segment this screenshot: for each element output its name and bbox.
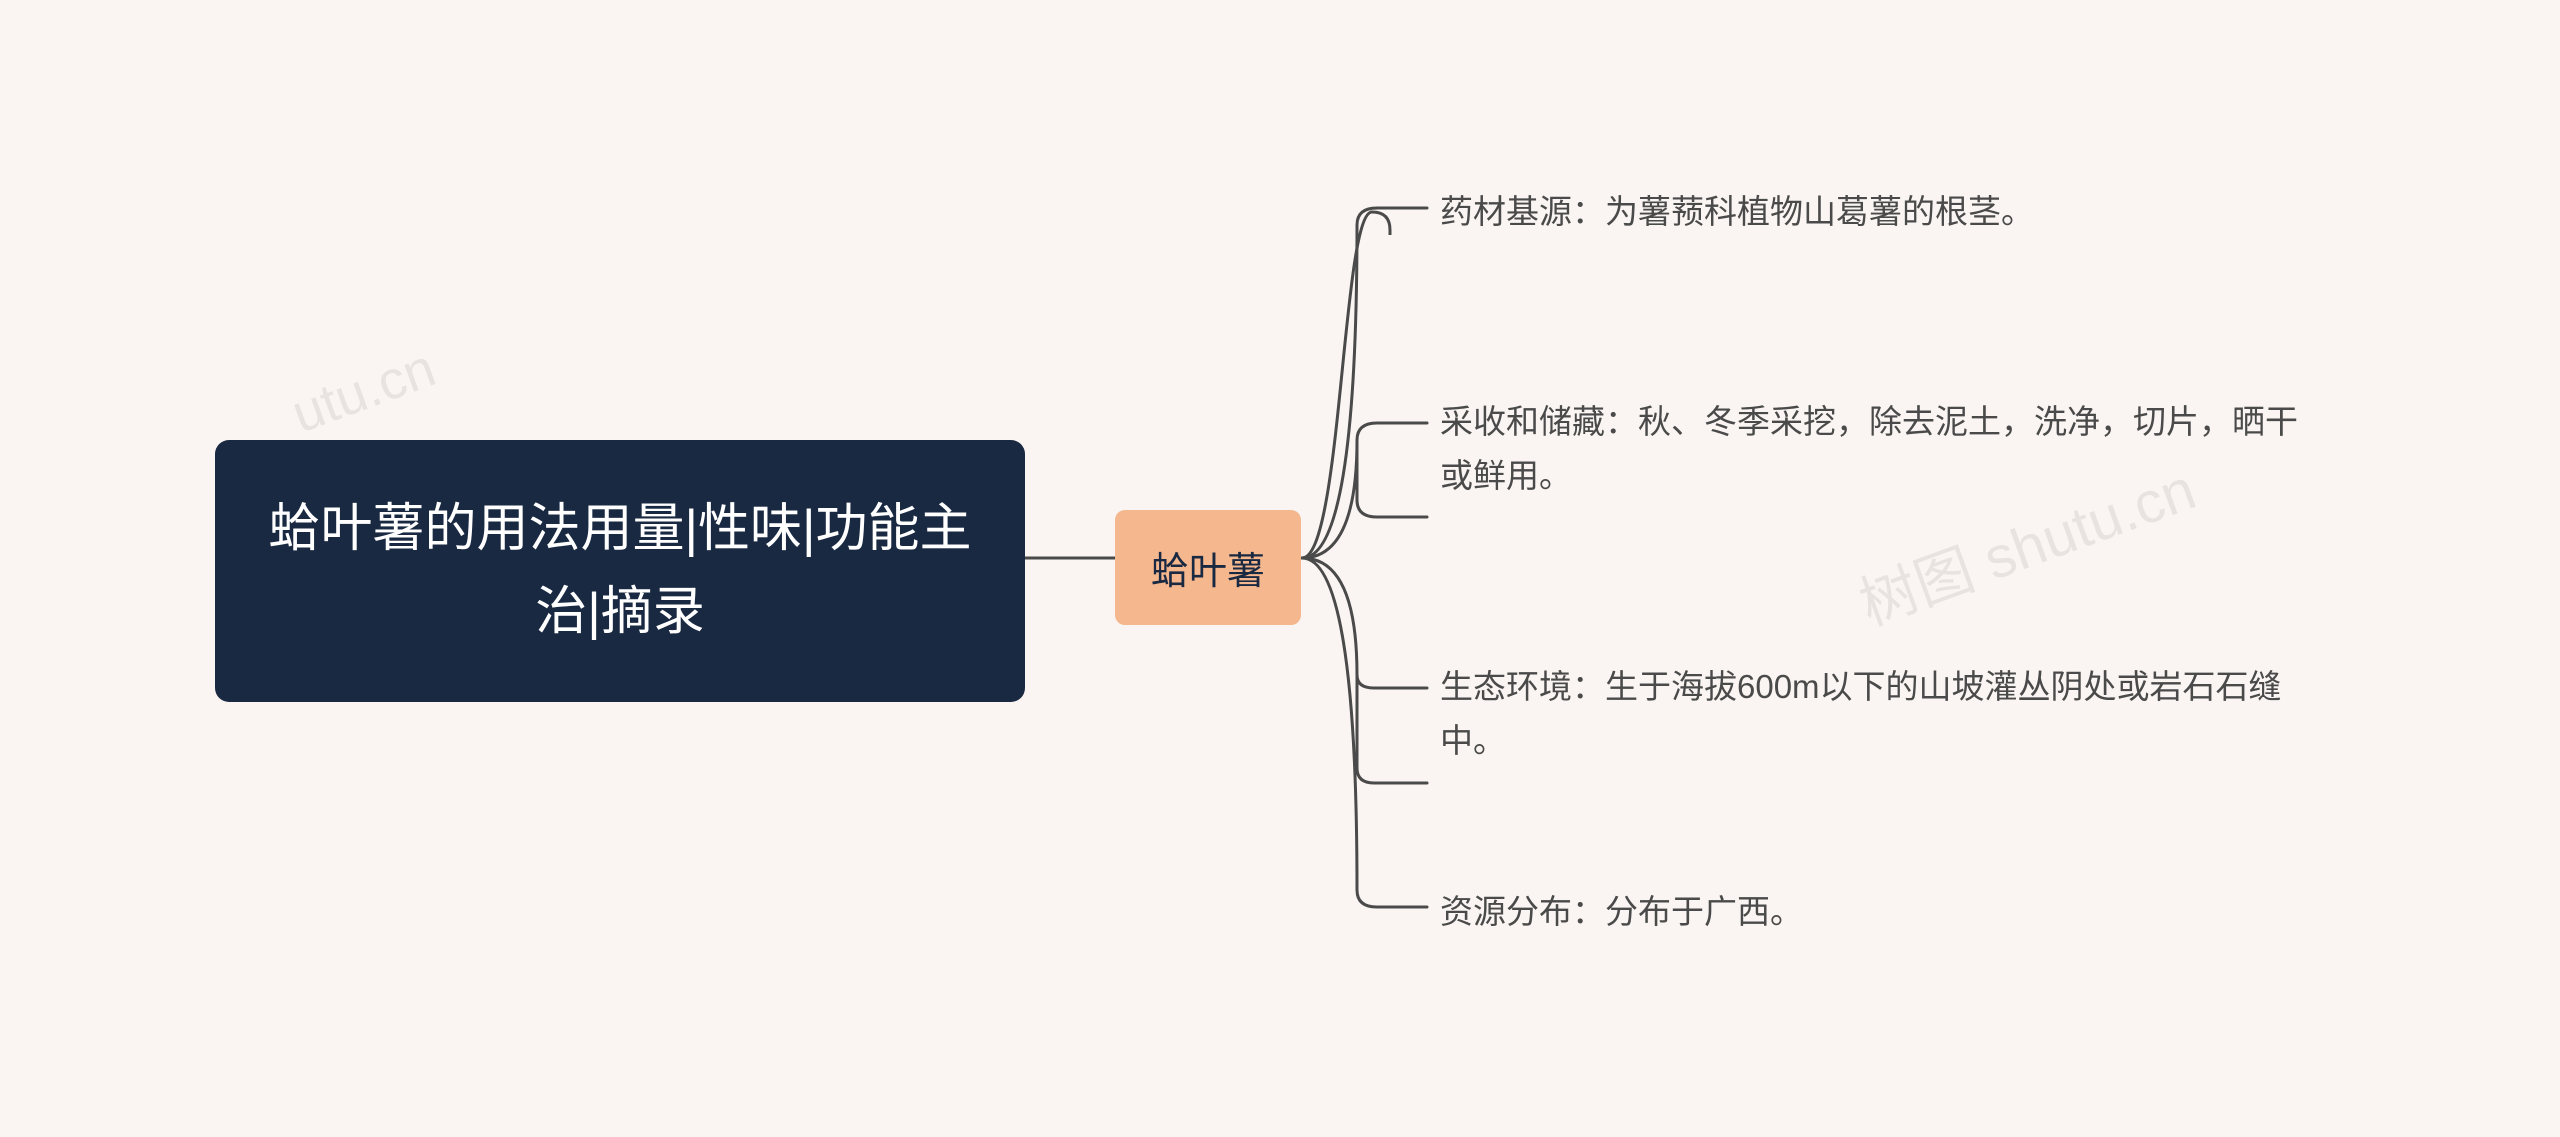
- mindmap-container: utu.cn 树 树图 shutu.cn 蛤叶薯的用法用量|性味|功能主治|摘录…: [0, 0, 2560, 1137]
- leaf-node-4: 资源分布：分布于广西。: [1440, 885, 1803, 939]
- mid-node-text: 蛤叶薯: [1151, 551, 1265, 593]
- connector-mid-leaves: [1302, 180, 1432, 940]
- leaf-text-4: 资源分布：分布于广西。: [1440, 893, 1803, 930]
- leaf-node-1: 药材基源：为薯蓣科植物山葛薯的根茎。: [1440, 185, 2034, 239]
- root-node-text: 蛤叶薯的用法用量|性味|功能主治|摘录: [268, 500, 971, 641]
- leaf-text-3: 生态环境：生于海拔600m以下的山坡灌丛阴处或岩石石缝中。: [1440, 668, 2282, 759]
- watermark-1: utu.cn: [284, 337, 443, 446]
- leaf-text-2: 采收和储藏：秋、冬季采挖，除去泥土，洗净，切片，晒干或鲜用。: [1440, 403, 2298, 494]
- leaf-node-2: 采收和储藏：秋、冬季采挖，除去泥土，洗净，切片，晒干或鲜用。: [1440, 395, 2320, 504]
- root-node: 蛤叶薯的用法用量|性味|功能主治|摘录: [215, 440, 1025, 702]
- leaf-node-3: 生态环境：生于海拔600m以下的山坡灌丛阴处或岩石石缝中。: [1440, 660, 2320, 769]
- connector-root-mid: [1025, 555, 1115, 565]
- mid-node: 蛤叶薯: [1115, 510, 1301, 625]
- leaf-text-1: 药材基源：为薯蓣科植物山葛薯的根茎。: [1440, 193, 2034, 230]
